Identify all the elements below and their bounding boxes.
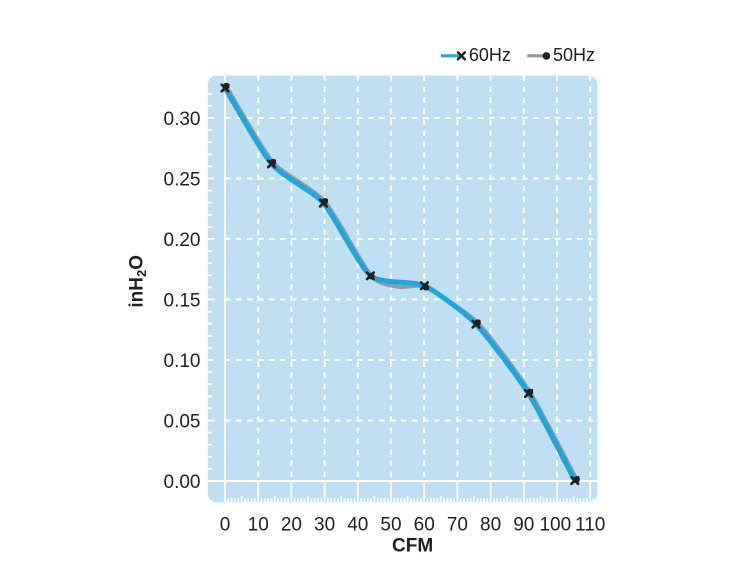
svg-text:50Hz: 50Hz xyxy=(553,45,595,65)
svg-text:0.20: 0.20 xyxy=(164,230,201,251)
svg-text:0.30: 0.30 xyxy=(164,109,201,130)
svg-text:90: 90 xyxy=(513,515,534,536)
svg-text:70: 70 xyxy=(447,515,468,536)
svg-text:0: 0 xyxy=(220,515,231,536)
svg-text:110: 110 xyxy=(575,515,605,536)
svg-text:0.00: 0.00 xyxy=(164,472,201,493)
svg-text:40: 40 xyxy=(347,515,368,536)
svg-text:0.10: 0.10 xyxy=(164,351,201,372)
svg-text:CFM: CFM xyxy=(392,536,433,557)
svg-text:100: 100 xyxy=(539,515,571,536)
svg-text:20: 20 xyxy=(281,515,302,536)
svg-text:50: 50 xyxy=(380,515,401,536)
svg-text:60: 60 xyxy=(414,515,435,536)
svg-text:10: 10 xyxy=(248,515,269,536)
svg-text:80: 80 xyxy=(480,515,501,536)
svg-text:0.05: 0.05 xyxy=(164,412,201,433)
svg-text:inH2O: inH2O xyxy=(127,255,150,308)
svg-text:0.25: 0.25 xyxy=(164,170,201,191)
svg-text:60Hz: 60Hz xyxy=(469,45,511,65)
svg-text:30: 30 xyxy=(314,515,335,536)
svg-text:0.15: 0.15 xyxy=(164,291,201,312)
